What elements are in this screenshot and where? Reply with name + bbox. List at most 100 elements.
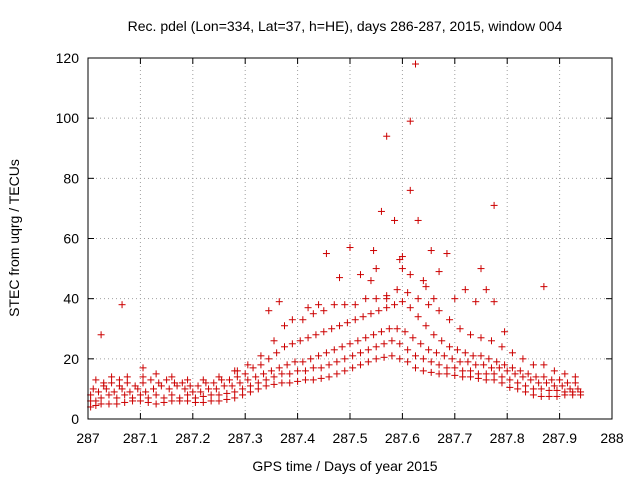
data-point (212, 385, 220, 393)
data-point (118, 301, 126, 309)
data-point (108, 379, 116, 387)
data-point (197, 388, 205, 396)
data-point (419, 277, 427, 285)
data-point (485, 355, 493, 363)
x-axis-label: GPS time / Days of year 2015 (252, 458, 437, 474)
x-tick-label: 288 (600, 430, 624, 446)
x-tick-label: 287.5 (332, 430, 367, 446)
data-point (252, 373, 260, 381)
data-point (482, 370, 490, 378)
data-point (168, 391, 176, 399)
data-point (501, 328, 509, 336)
data-point (346, 244, 354, 252)
data-point (328, 325, 336, 333)
data-point (459, 367, 467, 375)
data-point (522, 382, 530, 390)
data-point (519, 373, 527, 381)
data-point (362, 295, 370, 303)
data-point (508, 364, 516, 372)
data-point (341, 301, 349, 309)
data-point (121, 391, 129, 399)
data-point (566, 385, 574, 393)
data-point (233, 367, 241, 375)
data-point (336, 274, 344, 282)
data-point (147, 376, 155, 384)
data-point (341, 355, 349, 363)
data-point (370, 247, 378, 255)
data-point (362, 334, 370, 342)
data-point (550, 367, 558, 375)
data-point (215, 373, 223, 381)
data-point (322, 250, 330, 258)
data-point (453, 346, 461, 354)
data-point (356, 349, 364, 357)
data-point (207, 391, 215, 399)
data-point (270, 373, 278, 381)
data-point (275, 364, 283, 372)
data-point (377, 207, 385, 215)
data-point (244, 361, 252, 369)
data-point (178, 379, 186, 387)
data-point (469, 352, 477, 360)
data-point (391, 216, 399, 224)
data-point (372, 295, 380, 303)
data-point (406, 304, 414, 312)
data-point (477, 352, 485, 360)
data-point (558, 382, 566, 390)
data-point (563, 379, 571, 387)
data-point (503, 367, 511, 375)
data-point (425, 301, 433, 309)
data-point (301, 367, 309, 375)
data-point (467, 367, 475, 375)
data-point (540, 373, 548, 381)
data-point (105, 400, 113, 408)
data-point (92, 397, 100, 405)
data-point (346, 340, 354, 348)
data-point (236, 379, 244, 387)
data-point (498, 343, 506, 351)
data-point (435, 307, 443, 315)
data-point (540, 361, 548, 369)
data-point (121, 398, 129, 406)
data-point (406, 117, 414, 125)
data-point (372, 343, 380, 351)
data-point (129, 394, 137, 402)
data-point (419, 367, 427, 375)
data-point (199, 392, 207, 400)
data-point (543, 379, 550, 387)
data-point (414, 216, 422, 224)
data-point (383, 132, 391, 140)
data-point (113, 394, 121, 402)
data-point (472, 298, 480, 306)
data-point (385, 325, 393, 333)
data-point (422, 322, 430, 330)
x-tick-label: 287.3 (228, 430, 263, 446)
data-point (233, 373, 241, 381)
data-point (322, 349, 330, 357)
data-point (215, 397, 223, 405)
data-point (412, 352, 419, 360)
data-point (191, 394, 199, 402)
data-point (519, 355, 527, 363)
data-point (414, 295, 422, 303)
data-point (249, 364, 257, 372)
data-point (223, 389, 231, 397)
data-point (262, 376, 270, 384)
data-point (359, 313, 367, 321)
data-point (142, 388, 150, 396)
data-point (372, 265, 380, 273)
data-point (100, 379, 108, 387)
data-point (482, 286, 490, 294)
data-point (286, 370, 294, 378)
x-tick-label: 287.1 (123, 430, 158, 446)
data-point (296, 337, 304, 345)
data-point (325, 361, 333, 369)
data-point (307, 355, 315, 363)
y-axis-label: STEC from uqrg / TECUs (6, 159, 22, 317)
data-point (427, 358, 435, 366)
data-point (391, 301, 399, 309)
data-point (404, 346, 412, 354)
data-point (97, 400, 105, 408)
x-tick-label: 287.2 (175, 430, 210, 446)
data-point (294, 377, 302, 385)
